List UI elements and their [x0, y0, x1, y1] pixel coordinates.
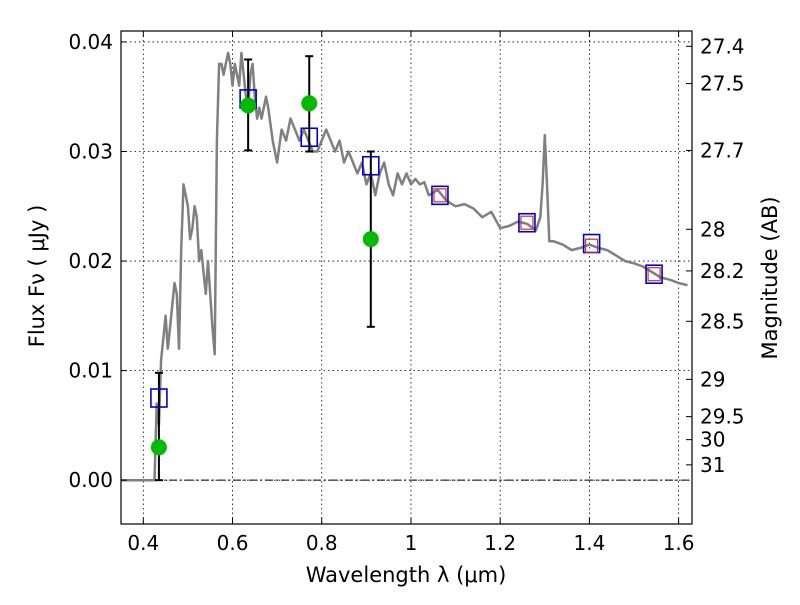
- model-flux-box: [362, 155, 380, 176]
- y-tick-label: 0.01: [68, 359, 113, 383]
- observed-point-layer: [150, 95, 379, 456]
- x-tick-label: 1: [405, 531, 418, 555]
- y2-tick-label: 27.4: [700, 34, 745, 58]
- y2-tick-label: 31: [700, 453, 725, 477]
- observed-flux-point: [362, 231, 379, 248]
- x-tick-label: 1.6: [663, 531, 695, 555]
- model-spectrum-line: [121, 51, 688, 482]
- observed-flux-point: [240, 97, 257, 114]
- x-tick-label: 0.4: [127, 531, 159, 555]
- observed-flux-point: [150, 439, 167, 456]
- plot-frame: [120, 30, 693, 525]
- y2-tick-label: 28: [700, 217, 725, 241]
- model-flux-box: [300, 127, 319, 148]
- model-flux-box: [431, 185, 449, 206]
- model-spectrum-layer: [121, 51, 688, 482]
- observed-flux-point: [301, 95, 318, 112]
- model-flux-box: [150, 388, 168, 408]
- y-axis-label: Flux Fν ( μJy ): [25, 205, 49, 348]
- x-tick-label: 1.4: [573, 531, 605, 555]
- y2-tick-label: 29.5: [700, 405, 745, 429]
- model-flux-box: [518, 212, 536, 233]
- x-tick-label: 0.6: [217, 531, 249, 555]
- x-tick-label: 1.2: [484, 531, 516, 555]
- red-flux-box: [647, 267, 661, 282]
- tick-layer: 0.4 0.6 0.8 1 1.2 1.4 1.6 0.00 0.01 0.02 0.03 0.04 2…: [68, 30, 744, 555]
- y-tick-label: 0.03: [68, 140, 113, 164]
- y2-tick-label: 27.7: [700, 138, 745, 162]
- y-tick-label: 0.02: [68, 249, 113, 273]
- red-flux-box: [433, 188, 447, 203]
- y2-tick-label: 30: [700, 428, 725, 452]
- y2-tick-label: 28.5: [700, 309, 745, 333]
- y2-axis-label: Magnitude (AB): [758, 196, 782, 359]
- x-axis-label: Wavelength λ (μm): [306, 563, 507, 587]
- x-tick-label: 0.8: [306, 531, 338, 555]
- y2-tick-label: 28.2: [700, 259, 745, 283]
- red-flux-box: [585, 238, 599, 253]
- model-box-layer: [150, 89, 663, 408]
- red-flux-box: [520, 215, 534, 230]
- y2-tick-label: 29: [700, 367, 725, 391]
- y-tick-label: 0.04: [68, 30, 113, 54]
- model-flux-box: [645, 264, 663, 285]
- y2-tick-label: 27.5: [700, 72, 745, 96]
- y-tick-label: 0.00: [68, 468, 113, 492]
